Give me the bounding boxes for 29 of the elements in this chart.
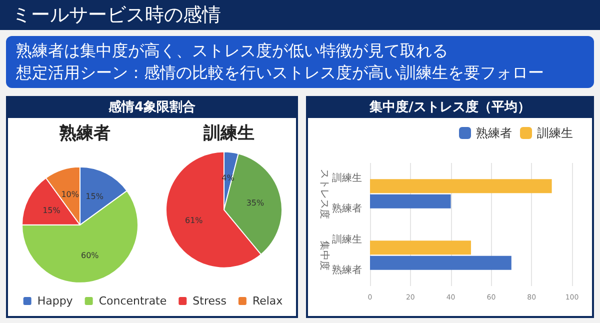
text: ミールサービス時の感情 (0, 0, 600, 30)
data-label: 61% (185, 216, 204, 226)
data-label: 60% (81, 250, 100, 260)
text: ストレス度 (318, 168, 330, 219)
text: 集中度 (318, 240, 330, 270)
chart-title: 集中度/ストレス度（平均） (308, 98, 592, 118)
data-label: 15% (42, 206, 61, 215)
text: 熟練者は集中度が高く、ストレス度が低い特徴が見て取れる (16, 40, 449, 62)
text: 想定活用シーン：感情の比較を行いストレス度が高い訓練生を要フォロー (16, 62, 545, 84)
data-label: 10% (61, 190, 80, 199)
bar (370, 179, 552, 194)
chart-title: 訓練生 (202, 124, 254, 144)
data-label: 15% (86, 192, 104, 201)
text: 感情4象限割合 (8, 98, 296, 118)
data-label: 35% (246, 198, 265, 208)
legend-label: Happy (37, 294, 74, 308)
legend-label: Relax (252, 294, 284, 308)
legend-label: Stress (192, 294, 227, 308)
legend-label: 熟練者 (476, 126, 512, 140)
y-tick-label: 熟練者 (332, 264, 362, 276)
y-tick-label: 熟練者 (332, 202, 362, 215)
chart-title: 熟練者 (58, 124, 110, 144)
y-tick-label: 訓練生 (332, 172, 362, 184)
legend-label: 訓練生 (537, 126, 573, 140)
bar (370, 240, 471, 255)
bar (370, 194, 451, 208)
bar (370, 256, 512, 270)
legend-label: Concentrate (98, 294, 167, 308)
y-tick-label: 訓練生 (332, 233, 362, 246)
